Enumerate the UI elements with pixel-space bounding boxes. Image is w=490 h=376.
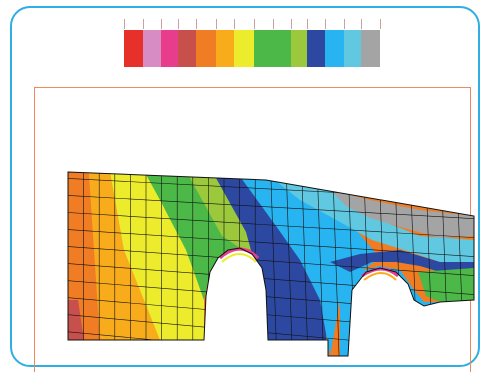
legend-swatch bbox=[143, 30, 161, 67]
legend-swatch bbox=[234, 30, 254, 67]
mesh-line bbox=[68, 228, 474, 258]
legend-swatch bbox=[344, 30, 361, 67]
model-outline bbox=[67, 171, 475, 357]
region-gray bbox=[330, 190, 474, 238]
legend-swatch bbox=[273, 30, 291, 67]
region-red bbox=[68, 300, 84, 340]
legend-swatch bbox=[254, 30, 273, 67]
legend-swatch bbox=[161, 30, 178, 67]
region-sky bbox=[228, 172, 380, 356]
region-navy-right bbox=[330, 250, 474, 272]
legend-swatch bbox=[307, 30, 325, 67]
mesh-line bbox=[68, 194, 474, 220]
mesh-line bbox=[270, 172, 278, 356]
mesh-line bbox=[332, 183, 340, 356]
legend-swatch bbox=[196, 30, 216, 67]
legend-swatch bbox=[124, 30, 143, 67]
legend-swatch bbox=[178, 30, 196, 67]
legend-swatch bbox=[325, 30, 344, 67]
rounded-frame bbox=[10, 6, 480, 367]
arch-highlights bbox=[218, 247, 399, 281]
legend-swatch bbox=[291, 30, 307, 67]
legend-bar bbox=[124, 30, 380, 67]
legend-swatch bbox=[361, 30, 380, 67]
legend-ticks bbox=[124, 19, 381, 29]
mesh-line bbox=[68, 211, 474, 239]
region-lime bbox=[180, 172, 258, 250]
mesh-line bbox=[68, 245, 474, 277]
region-yellow bbox=[108, 172, 204, 340]
mesh-line bbox=[301, 177, 309, 356]
mesh-line bbox=[317, 180, 324, 356]
contour-regions bbox=[68, 172, 474, 356]
mesh-line bbox=[68, 347, 474, 356]
legend-swatch bbox=[216, 30, 234, 67]
mesh-line bbox=[286, 175, 293, 356]
